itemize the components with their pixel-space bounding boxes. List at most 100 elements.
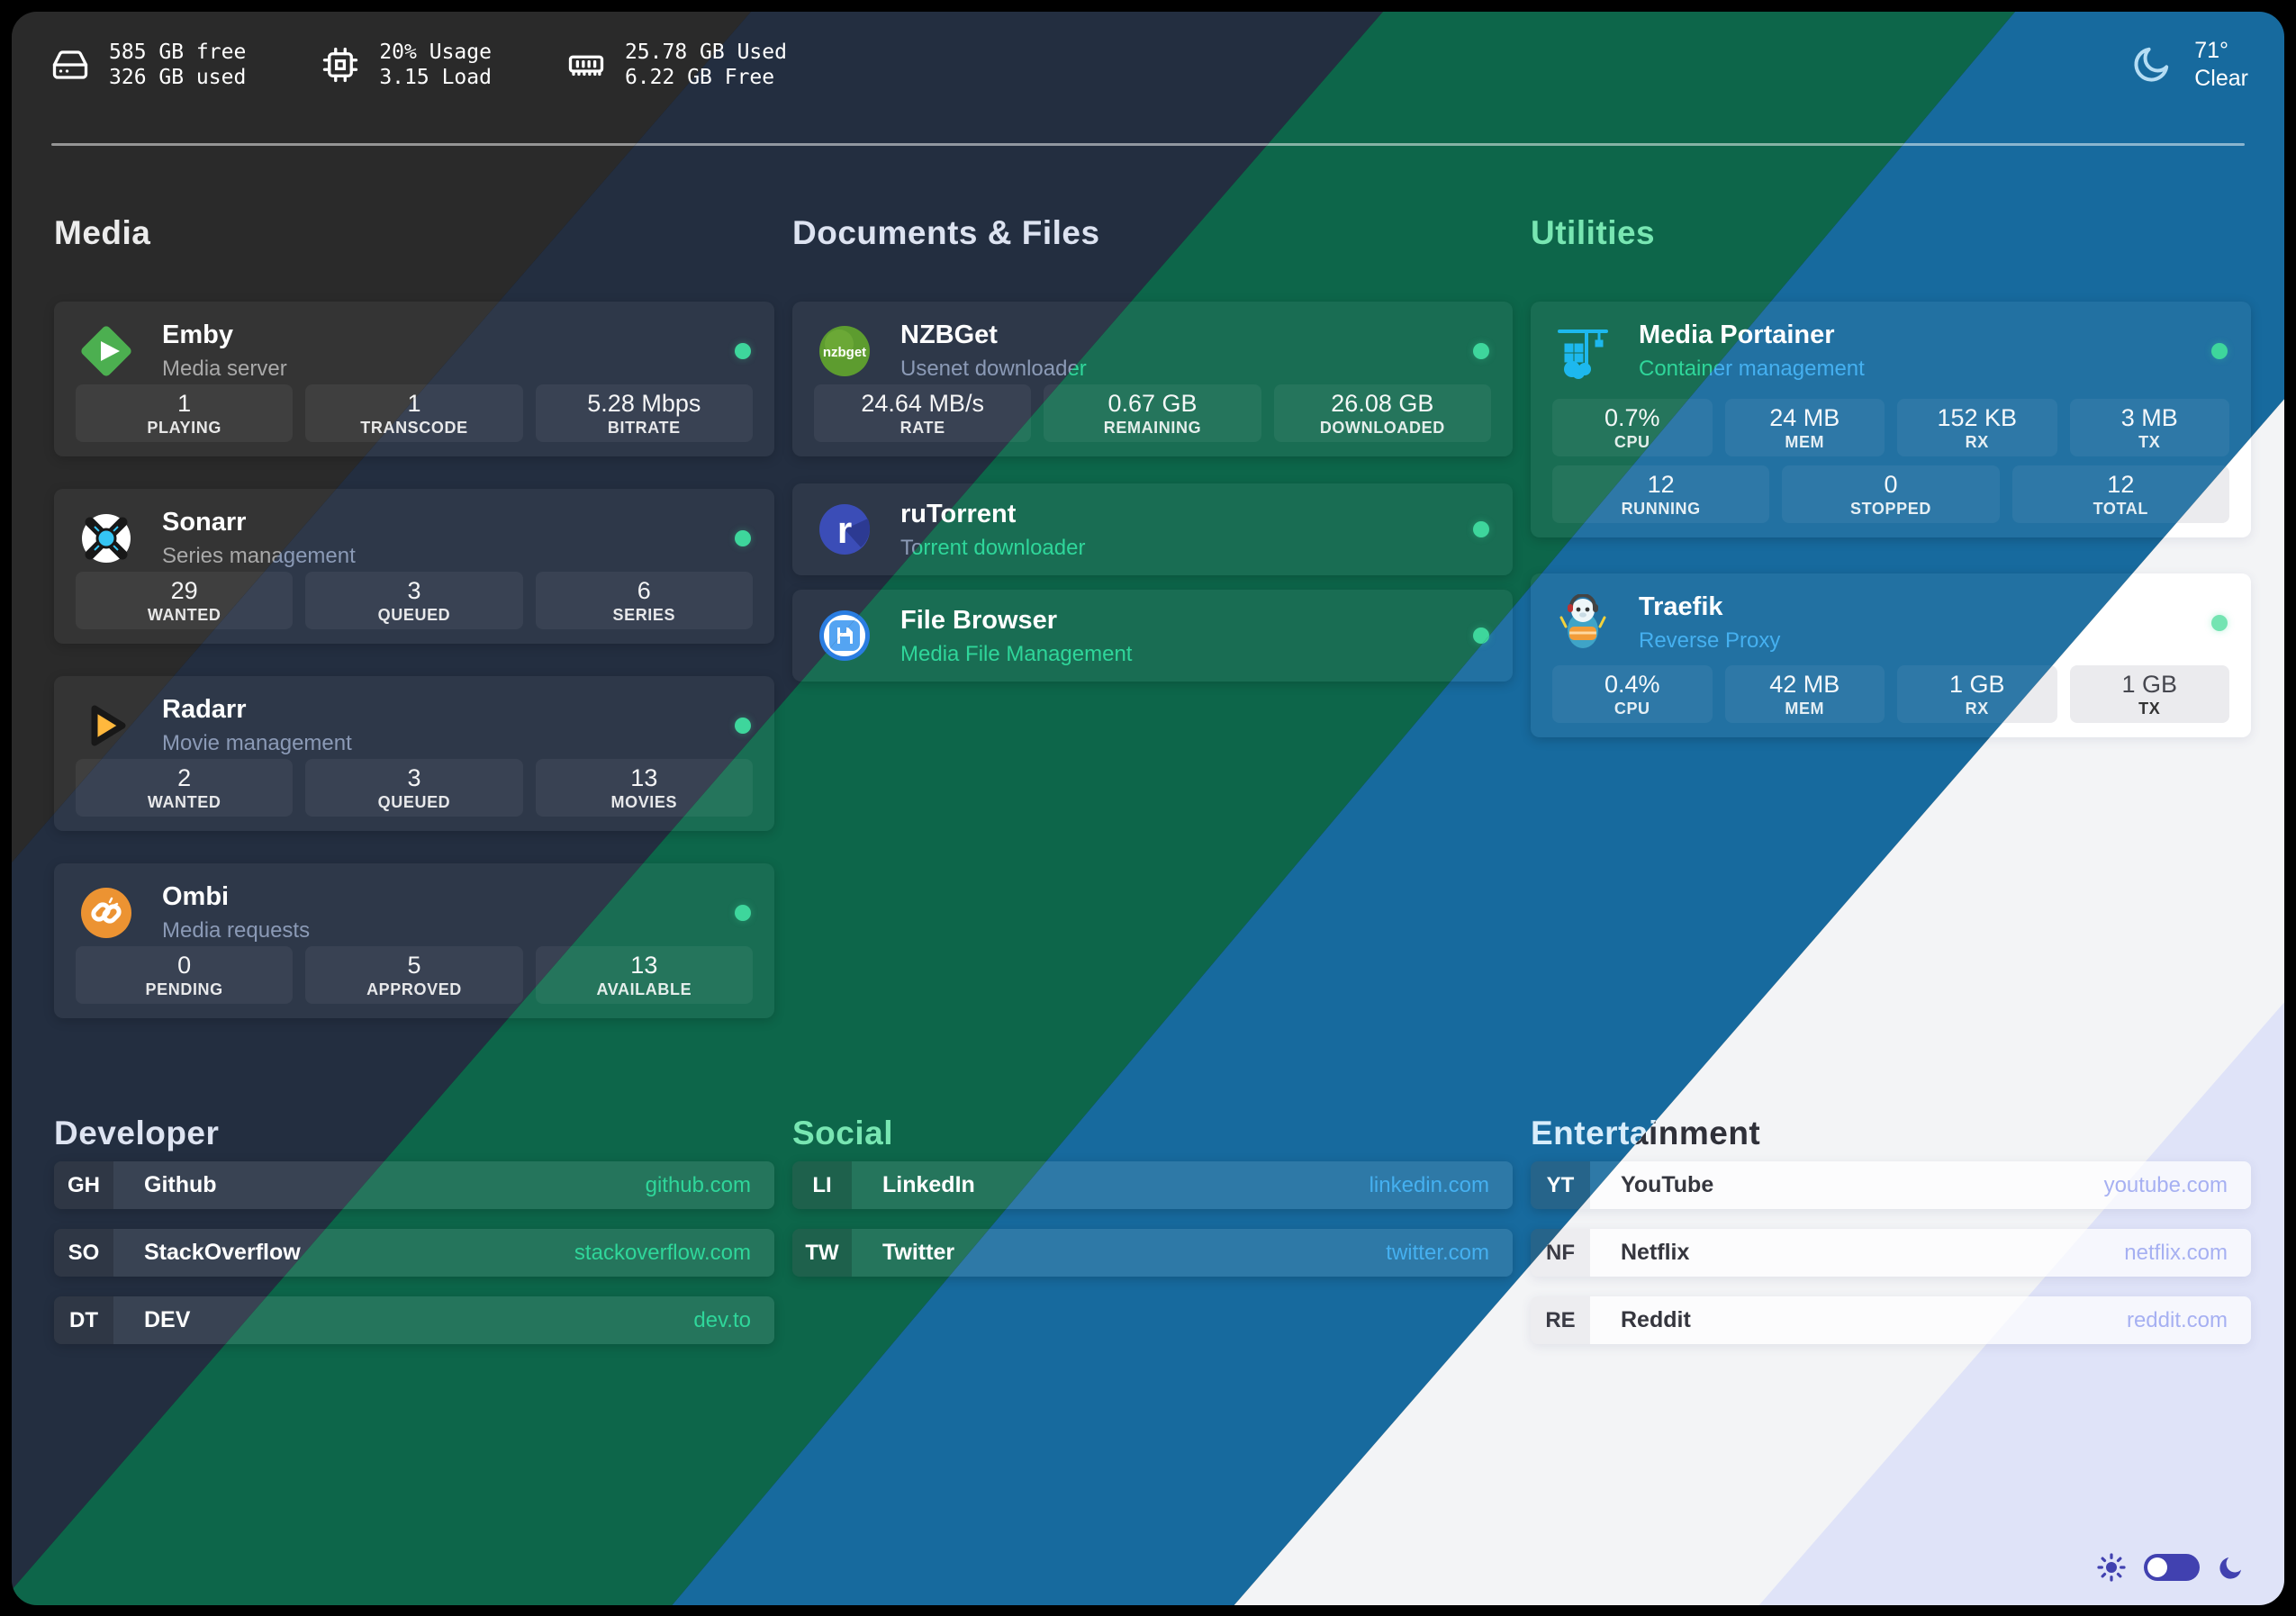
svg-text:nzbget: nzbget — [823, 345, 866, 360]
app-description: Torrent downloader — [900, 535, 1086, 560]
section-title-utilities: Utilities — [1531, 214, 1656, 251]
traefik-logo — [1554, 592, 1612, 652]
theme-toggle[interactable] — [2144, 1554, 2200, 1581]
status-dot — [735, 529, 751, 546]
cpu-load: 3.15 Load — [379, 66, 492, 89]
link-name: YouTube — [1621, 1172, 1714, 1197]
status-dot — [2211, 614, 2228, 631]
sun-icon — [2097, 1553, 2126, 1582]
app-name: Sonarr — [162, 508, 247, 537]
section-title-developer: Developer — [54, 1115, 220, 1151]
link-tag: GH — [54, 1161, 113, 1209]
status-dot — [1473, 342, 1489, 359]
status-dot — [735, 717, 751, 734]
rutorrent-logo: r — [816, 501, 873, 558]
link-tag: TW — [792, 1229, 852, 1277]
section-title-media: Media — [54, 214, 151, 251]
app-description: Usenet downloader — [900, 357, 1087, 381]
sonarr-logo — [77, 510, 135, 567]
link-name: DEV — [144, 1307, 191, 1332]
link-url: reddit.com — [2126, 1307, 2228, 1332]
section-title-social: Social — [792, 1115, 893, 1151]
app-description: Reverse Proxy — [1639, 628, 1781, 653]
memory-stick-icon — [568, 55, 604, 77]
status-dot — [2211, 342, 2228, 359]
disk-free: 585 GB free — [109, 41, 247, 64]
cpu-chip-icon — [323, 47, 358, 83]
link-tag: DT — [54, 1296, 113, 1344]
app-name: NZBGet — [900, 320, 998, 349]
stat-tile: 0.4%CPU — [1552, 665, 1713, 723]
dashboard-canvas: 585 GB free 326 GB used 20% Usage 3.15 Loa… — [12, 12, 2284, 1605]
svg-text:r: r — [837, 509, 852, 551]
ombi-logo — [77, 884, 135, 942]
emby-logo — [77, 322, 135, 380]
weather-temp: 71° — [2194, 38, 2229, 63]
moon-icon — [2219, 1557, 2241, 1579]
clear-night-moon-icon — [2134, 47, 2169, 82]
app-name: Emby — [162, 320, 233, 349]
link-name: Netflix — [1621, 1240, 1690, 1265]
status-dot — [735, 904, 751, 921]
app-description: Media File Management — [900, 641, 1133, 666]
weather-condition: Clear — [2194, 66, 2248, 91]
topbar-divider — [51, 143, 751, 146]
link-name: Reddit — [1621, 1307, 1691, 1332]
nzbget-logo: nzbget — [816, 322, 873, 380]
section-title-documents: Documents & Files — [792, 214, 1100, 251]
link-tag: YT — [1531, 1161, 1590, 1209]
link-tag: RE — [1531, 1296, 1590, 1344]
link-url: youtube.com — [2103, 1172, 2228, 1197]
theme-switcher[interactable] — [2097, 1553, 2245, 1582]
link-tag: LI — [792, 1161, 852, 1209]
link-name: StackOverflow — [144, 1240, 301, 1265]
link-url: dev.to — [693, 1307, 751, 1332]
link-tag: SO — [54, 1229, 113, 1277]
cpu-usage: 20% Usage — [379, 41, 492, 64]
hard-drive-icon — [52, 50, 88, 79]
status-dot — [1473, 521, 1489, 537]
link-row-reddit[interactable]: RE Reddit reddit.com — [1531, 1296, 2251, 1344]
link-url: linkedin.com — [1369, 1172, 1489, 1197]
topbar-divider — [51, 143, 1383, 146]
app-name: Traefik — [1639, 592, 1723, 621]
app-name: Radarr — [162, 695, 247, 724]
link-name: Twitter — [882, 1240, 955, 1265]
link-name: LinkedIn — [882, 1172, 975, 1197]
app-name: Ombi — [162, 882, 230, 911]
link-url: github.com — [645, 1172, 751, 1197]
status-dot — [1473, 627, 1489, 644]
link-url: netflix.com — [2124, 1240, 2228, 1265]
app-description: Media server — [162, 357, 287, 381]
app-card-filebrowser[interactable]: File Browser Media File Management — [792, 590, 1513, 682]
link-row-netflix[interactable]: NF Netflix netflix.com — [1531, 1229, 2251, 1277]
portainer-logo — [1554, 322, 1612, 380]
weather-widget: 71° Clear — [2129, 37, 2248, 93]
link-name: Github — [144, 1172, 217, 1197]
radarr-logo — [77, 697, 135, 754]
link-row-youtube[interactable]: YT YouTube youtube.com — [1531, 1161, 2251, 1209]
app-description: Movie management — [162, 731, 352, 755]
link-url: stackoverflow.com — [574, 1240, 751, 1265]
status-dot — [735, 342, 751, 359]
app-name: File Browser — [900, 605, 1058, 635]
disk-used: 326 GB used — [109, 66, 247, 89]
